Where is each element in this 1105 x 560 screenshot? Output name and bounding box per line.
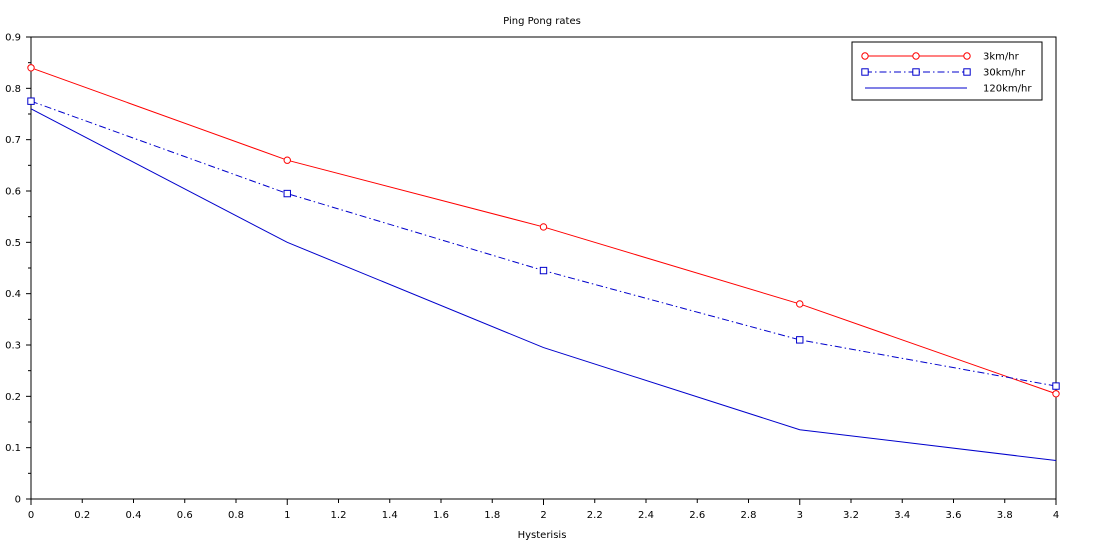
legend-marker-2 xyxy=(912,68,920,76)
series-line-3 xyxy=(30,108,1057,461)
x-tick-label: 2.8 xyxy=(741,510,757,521)
x-tick-label: 3.2 xyxy=(843,510,859,521)
legend-marker-2 xyxy=(963,68,971,76)
x-tick-label: 2.6 xyxy=(689,510,705,521)
data-point-series-2 xyxy=(283,189,291,198)
data-point-series-2 xyxy=(1052,382,1060,390)
x-axis-label: Hysterisis xyxy=(518,530,567,541)
y-tick-label: 0.2 xyxy=(5,392,21,403)
y-tick-label: 0.7 xyxy=(5,135,21,146)
legend-label-2: 30km/hr xyxy=(983,68,1026,79)
x-tick-label: 1.2 xyxy=(331,510,347,521)
x-tick-label: 3.4 xyxy=(894,510,910,521)
x-tick-label: 2.2 xyxy=(587,510,603,521)
x-tick-label: 2 xyxy=(540,510,546,521)
legend-marker-1 xyxy=(912,52,920,60)
chart-title: Ping Pong rates xyxy=(503,16,581,27)
data-point-series-1 xyxy=(1052,390,1060,398)
data-point-series-1 xyxy=(539,223,548,231)
legend-marker-1 xyxy=(963,52,971,60)
y-tick-label: 0.1 xyxy=(5,443,21,454)
x-tick-label: 3.8 xyxy=(997,510,1013,521)
x-tick-label: 0.6 xyxy=(177,510,193,521)
data-point-series-1 xyxy=(796,300,804,308)
y-tick-label: 0.9 xyxy=(5,33,21,44)
x-tick-label: 3 xyxy=(797,510,803,521)
x-tick-label: 1.6 xyxy=(433,510,449,521)
x-tick-label: 0 xyxy=(28,510,34,521)
y-tick-label: 0.3 xyxy=(5,341,21,352)
plot-area: 0 0.2 0.4 0.6 0.8 1 1.2 1.4 1.6 1.8 2 2.2 2.4 2.6 2.8 3… xyxy=(5,33,1060,521)
series-line-1 xyxy=(30,67,1057,395)
legend-label-1: 3km/hr xyxy=(983,52,1020,63)
x-tick-label: 2.4 xyxy=(638,510,654,521)
legend-box xyxy=(851,41,1043,101)
legend: 3km/hr 30km/hr 120km/hr xyxy=(851,41,1043,101)
y-tick-label: 0.8 xyxy=(5,84,21,95)
x-tick-label: 1 xyxy=(284,510,290,521)
data-point-series-2 xyxy=(796,336,804,344)
x-tick-label: 1.8 xyxy=(484,510,500,521)
y-tick-label: 0.5 xyxy=(5,238,21,249)
legend-marker-1 xyxy=(861,52,869,60)
data-point-series-1 xyxy=(283,156,291,164)
x-tick-label: 0.4 xyxy=(126,510,142,521)
legend-label-3: 120km/hr xyxy=(983,84,1032,95)
data-point-series-1 xyxy=(27,64,35,72)
x-tick-label: 3.6 xyxy=(946,510,962,521)
data-point-series-2 xyxy=(539,266,548,275)
y-tick-label: 0 xyxy=(15,495,21,506)
legend-marker-2 xyxy=(861,68,869,76)
y-tick-label: 0.6 xyxy=(5,187,21,198)
data-point-series-2 xyxy=(27,97,35,105)
x-tick-label: 0.8 xyxy=(228,510,244,521)
x-tick-label: 4 xyxy=(1053,510,1059,521)
y-tick-label: 0.4 xyxy=(5,289,21,300)
x-tick-label: 0.2 xyxy=(74,510,90,521)
series-line-2 xyxy=(30,100,1057,387)
x-tick-label: 1.4 xyxy=(382,510,398,521)
